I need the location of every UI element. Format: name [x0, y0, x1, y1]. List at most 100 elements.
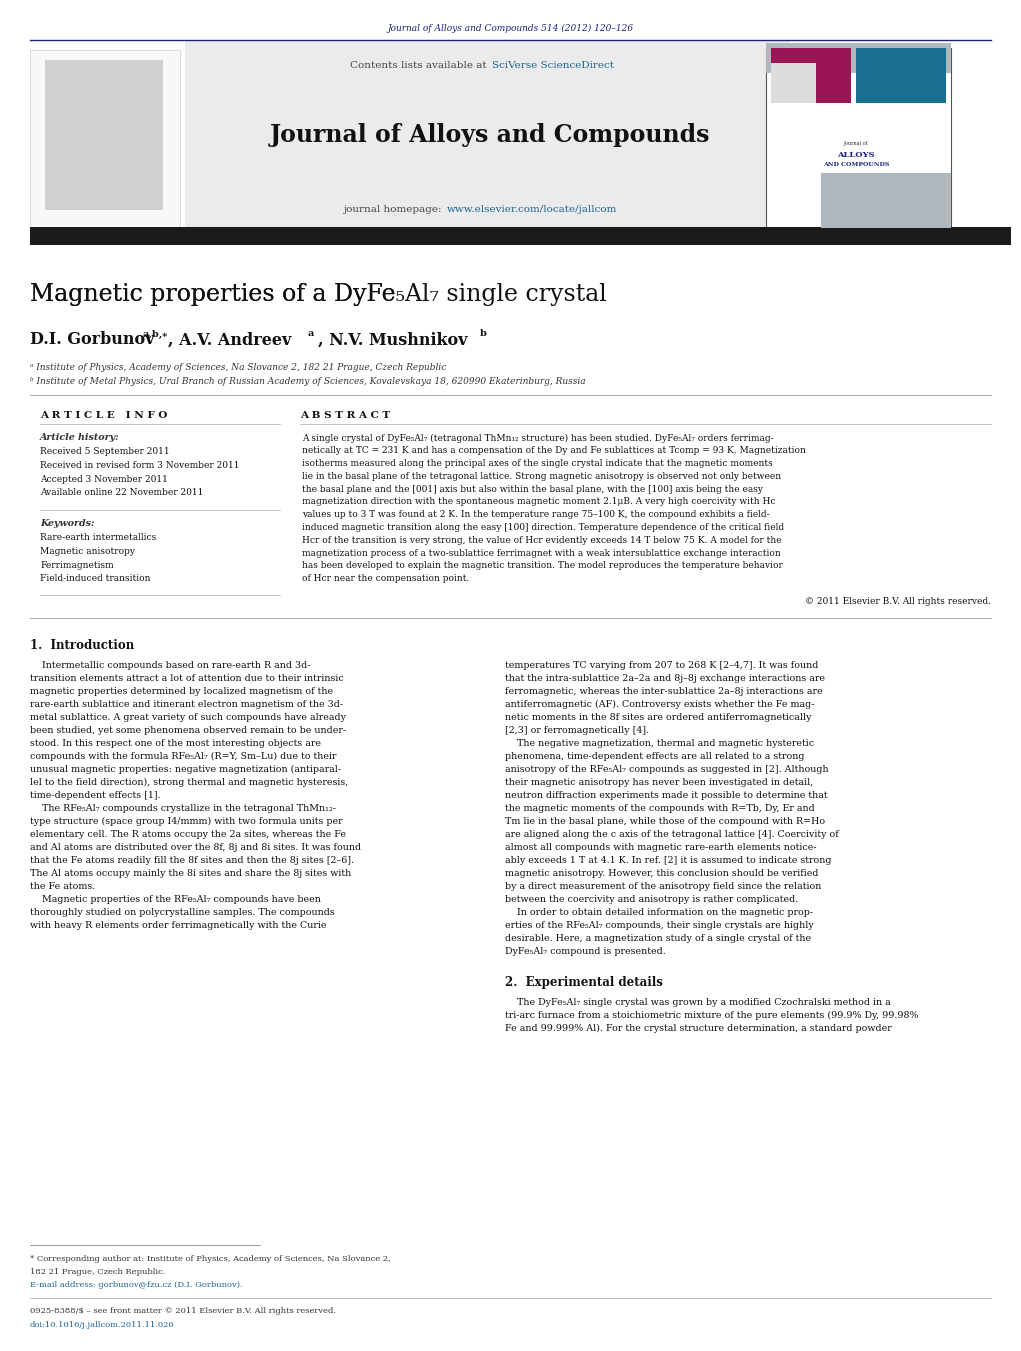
Text: ferromagnetic, whereas the inter-sublattice 2a–8j interactions are: ferromagnetic, whereas the inter-sublatt…	[505, 688, 823, 696]
Text: between the coercivity and anisotropy is rather complicated.: between the coercivity and anisotropy is…	[505, 896, 798, 904]
Text: almost all compounds with magnetic rare-earth elements notice-: almost all compounds with magnetic rare-…	[505, 843, 817, 852]
Text: 0925-8388/$ – see front matter © 2011 Elsevier B.V. All rights reserved.: 0925-8388/$ – see front matter © 2011 El…	[30, 1306, 336, 1315]
Text: journal homepage:: journal homepage:	[343, 205, 445, 215]
Text: Keywords:: Keywords:	[40, 520, 95, 528]
Text: lel to the field direction), strong thermal and magnetic hysteresis,: lel to the field direction), strong ther…	[30, 778, 348, 788]
Text: anisotropy of the RFe₅Al₇ compounds as suggested in [2]. Although: anisotropy of the RFe₅Al₇ compounds as s…	[505, 765, 829, 774]
Text: type structure (space group I4/mmm) with two formula units per: type structure (space group I4/mmm) with…	[30, 817, 343, 827]
Text: unusual magnetic properties: negative magnetization (antiparal-: unusual magnetic properties: negative ma…	[30, 765, 341, 774]
Text: The negative magnetization, thermal and magnetic hysteretic: The negative magnetization, thermal and …	[505, 739, 814, 748]
Text: © 2011 Elsevier B.V. All rights reserved.: © 2011 Elsevier B.V. All rights reserved…	[805, 597, 991, 607]
Text: magnetic anisotropy. However, this conclusion should be verified: magnetic anisotropy. However, this concl…	[505, 869, 819, 878]
Text: ably exceeds 1 T at 4.1 K. In ref. [2] it is assumed to indicate strong: ably exceeds 1 T at 4.1 K. In ref. [2] i…	[505, 857, 831, 865]
Text: stood. In this respect one of the most interesting objects are: stood. In this respect one of the most i…	[30, 739, 321, 748]
Text: 182 21 Prague, Czech Republic.: 182 21 Prague, Czech Republic.	[30, 1269, 165, 1275]
Text: www.elsevier.com/locate/jallcom: www.elsevier.com/locate/jallcom	[447, 205, 618, 215]
Text: , A.V. Andreev: , A.V. Andreev	[168, 331, 291, 349]
Text: phenomena, time-dependent effects are all related to a strong: phenomena, time-dependent effects are al…	[505, 753, 805, 761]
Text: Rare-earth intermetallics: Rare-earth intermetallics	[40, 534, 156, 543]
Text: are aligned along the c axis of the tetragonal lattice [4]. Coercivity of: are aligned along the c axis of the tetr…	[505, 830, 838, 839]
Text: metal sublattice. A great variety of such compounds have already: metal sublattice. A great variety of suc…	[30, 713, 346, 721]
Bar	[766, 43, 951, 73]
Text: the Fe atoms.: the Fe atoms.	[30, 882, 95, 892]
Bar	[30, 50, 180, 230]
Text: The RFe₅Al₇ compounds crystallize in the tetragonal ThMn₁₂-: The RFe₅Al₇ compounds crystallize in the…	[30, 804, 336, 813]
Text: transition elements attract a lot of attention due to their intrinsic: transition elements attract a lot of att…	[30, 674, 344, 684]
Text: a,b,⁎: a,b,⁎	[143, 330, 168, 339]
Text: time-dependent effects [1].: time-dependent effects [1].	[30, 792, 160, 800]
Text: 1.  Introduction: 1. Introduction	[30, 639, 134, 653]
Text: Received in revised form 3 November 2011: Received in revised form 3 November 2011	[40, 461, 240, 470]
Bar	[856, 49, 946, 103]
Bar	[821, 173, 951, 228]
Text: that the intra-sublattice 2a–2a and 8j–8j exchange interactions are: that the intra-sublattice 2a–2a and 8j–8…	[505, 674, 825, 684]
Text: the basal plane and the [001] axis but also within the basal plane, with the [10: the basal plane and the [001] axis but a…	[302, 485, 763, 493]
Text: thoroughly studied on polycrystalline samples. The compounds: thoroughly studied on polycrystalline sa…	[30, 908, 335, 917]
Text: by a direct measurement of the anisotropy field since the relation: by a direct measurement of the anisotrop…	[505, 882, 821, 892]
Bar	[185, 41, 790, 235]
Text: AND COMPOUNDS: AND COMPOUNDS	[823, 162, 889, 168]
Text: [2,3] or ferromagnetically [4].: [2,3] or ferromagnetically [4].	[505, 725, 649, 735]
Text: The Al atoms occupy mainly the 8i sites and share the 8j sites with: The Al atoms occupy mainly the 8i sites …	[30, 869, 351, 878]
Text: Article history:: Article history:	[40, 434, 119, 443]
Bar	[45, 59, 163, 209]
Text: Ferrimagnetism: Ferrimagnetism	[40, 561, 113, 570]
Text: and Al atoms are distributed over the 8f, 8j and 8i sites. It was found: and Al atoms are distributed over the 8f…	[30, 843, 361, 852]
Text: Journal of Alloys and Compounds 514 (2012) 120–126: Journal of Alloys and Compounds 514 (201…	[388, 23, 634, 32]
Text: Hcr of the transition is very strong, the value of Hcr evidently exceeds 14 T be: Hcr of the transition is very strong, th…	[302, 536, 782, 544]
Text: Accepted 3 November 2011: Accepted 3 November 2011	[40, 474, 167, 484]
Text: magnetic properties determined by localized magnetism of the: magnetic properties determined by locali…	[30, 688, 333, 696]
Text: Intermetallic compounds based on rare-earth R and 3d-: Intermetallic compounds based on rare-ea…	[30, 661, 310, 670]
Text: Magnetic properties of a DyFe: Magnetic properties of a DyFe	[30, 284, 395, 307]
Bar	[771, 63, 816, 103]
Text: magnetization direction with the spontaneous magnetic moment 2.1μB. A very high : magnetization direction with the spontan…	[302, 497, 776, 507]
Text: * Corresponding author at: Institute of Physics, Academy of Sciences, Na Slovanc: * Corresponding author at: Institute of …	[30, 1255, 391, 1263]
Text: The DyFe₅Al₇ single crystal was grown by a modified Czochralski method in a: The DyFe₅Al₇ single crystal was grown by…	[505, 998, 890, 1006]
Text: desirable. Here, a magnetization study of a single crystal of the: desirable. Here, a magnetization study o…	[505, 934, 811, 943]
Text: neutron diffraction experiments made it possible to determine that: neutron diffraction experiments made it …	[505, 792, 828, 800]
Text: Tm lie in the basal plane, while those of the compound with R=Ho: Tm lie in the basal plane, while those o…	[505, 817, 825, 825]
Text: a: a	[308, 330, 314, 339]
Text: A single crystal of DyFe₅Al₇ (tetragonal ThMn₁₂ structure) has been studied. DyF: A single crystal of DyFe₅Al₇ (tetragonal…	[302, 434, 774, 443]
Text: Journal of Alloys and Compounds: Journal of Alloys and Compounds	[270, 123, 711, 147]
Text: A B S T R A C T: A B S T R A C T	[300, 411, 390, 420]
Text: Journal of: Journal of	[843, 141, 868, 146]
Text: their magnetic anisotropy has never been investigated in detail,: their magnetic anisotropy has never been…	[505, 778, 814, 788]
Text: Field-induced transition: Field-induced transition	[40, 574, 150, 584]
Text: with heavy R elements order ferrimagnetically with the Curie: with heavy R elements order ferrimagneti…	[30, 921, 327, 929]
Text: antiferromagnetic (AF). Controversy exists whether the Fe mag-: antiferromagnetic (AF). Controversy exis…	[505, 700, 815, 709]
Text: ᵇ Institute of Metal Physics, Ural Branch of Russian Academy of Sciences, Kovale: ᵇ Institute of Metal Physics, Ural Branc…	[30, 377, 586, 386]
Text: Magnetic anisotropy: Magnetic anisotropy	[40, 547, 135, 557]
Text: DyFe₅Al₇ compound is presented.: DyFe₅Al₇ compound is presented.	[505, 947, 666, 957]
Text: Magnetic properties of the RFe₅Al₇ compounds have been: Magnetic properties of the RFe₅Al₇ compo…	[30, 896, 321, 904]
Text: of Hcr near the compensation point.: of Hcr near the compensation point.	[302, 574, 470, 584]
Text: In order to obtain detailed information on the magnetic prop-: In order to obtain detailed information …	[505, 908, 813, 917]
Text: elementary cell. The R atoms occupy the 2a sites, whereas the Fe: elementary cell. The R atoms occupy the …	[30, 830, 346, 839]
Text: D.I. Gorbunov: D.I. Gorbunov	[30, 331, 154, 349]
Text: netically at TC = 231 K and has a compensation of the Dy and Fe sublattices at T: netically at TC = 231 K and has a compen…	[302, 446, 806, 455]
Text: Received 5 September 2011: Received 5 September 2011	[40, 447, 169, 457]
Text: temperatures TC varying from 207 to 268 K [2–4,7]. It was found: temperatures TC varying from 207 to 268 …	[505, 661, 819, 670]
Text: that the Fe atoms readily fill the 8f sites and then the 8j sites [2–6].: that the Fe atoms readily fill the 8f si…	[30, 857, 354, 865]
Text: , N.V. Mushnikov: , N.V. Mushnikov	[318, 331, 468, 349]
Text: isotherms measured along the principal axes of the single crystal indicate that : isotherms measured along the principal a…	[302, 459, 773, 467]
Text: doi:10.1016/j.jallcom.2011.11.020: doi:10.1016/j.jallcom.2011.11.020	[30, 1321, 175, 1329]
Text: ALLOYS: ALLOYS	[837, 151, 875, 159]
Text: values up to 3 T was found at 2 K. In the temperature range 75–100 K, the compou: values up to 3 T was found at 2 K. In th…	[302, 511, 770, 519]
Bar	[771, 49, 850, 103]
Text: been studied, yet some phenomena observed remain to be under-: been studied, yet some phenomena observe…	[30, 725, 346, 735]
Text: induced magnetic transition along the easy [100] direction. Temperature dependen: induced magnetic transition along the ea…	[302, 523, 784, 532]
Text: 2.  Experimental details: 2. Experimental details	[505, 977, 663, 989]
Text: b: b	[480, 330, 487, 339]
Bar	[30, 227, 1011, 245]
Text: A R T I C L E   I N F O: A R T I C L E I N F O	[40, 411, 167, 420]
Text: netic moments in the 8f sites are ordered antiferromagnetically: netic moments in the 8f sites are ordere…	[505, 713, 812, 721]
Text: erties of the RFe₅Al₇ compounds, their single crystals are highly: erties of the RFe₅Al₇ compounds, their s…	[505, 921, 814, 929]
Text: compounds with the formula RFe₅Al₇ (R=Y, Sm–Lu) due to their: compounds with the formula RFe₅Al₇ (R=Y,…	[30, 753, 337, 761]
Text: SciVerse ScienceDirect: SciVerse ScienceDirect	[492, 61, 614, 69]
Text: has been developed to explain the magnetic transition. The model reproduces the : has been developed to explain the magnet…	[302, 562, 783, 570]
Text: Contents lists available at: Contents lists available at	[350, 61, 490, 69]
Text: ELSEVIER: ELSEVIER	[64, 231, 145, 245]
Text: E-mail address: gorbunov@fzu.cz (D.I. Gorbunov).: E-mail address: gorbunov@fzu.cz (D.I. Go…	[30, 1281, 243, 1289]
Text: lie in the basal plane of the tetragonal lattice. Strong magnetic anisotropy is : lie in the basal plane of the tetragonal…	[302, 471, 781, 481]
